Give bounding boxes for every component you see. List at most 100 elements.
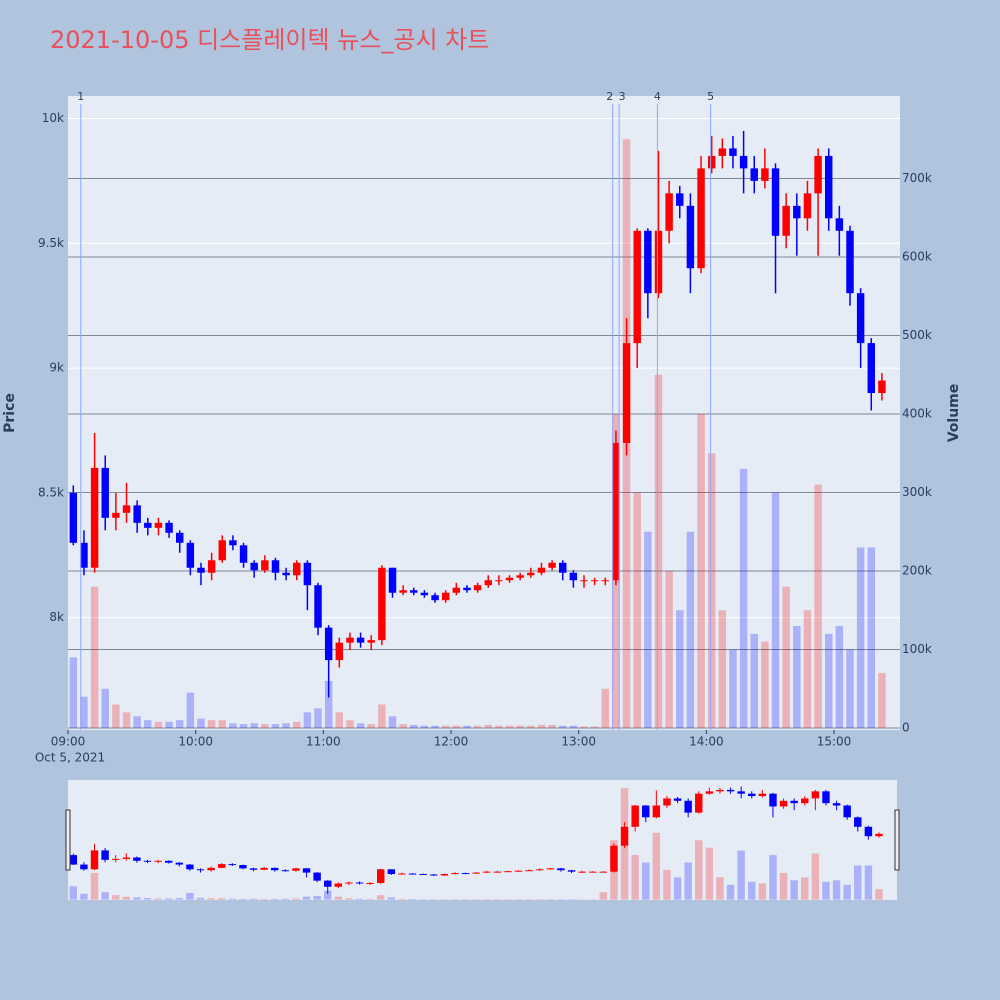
candle-body bbox=[346, 637, 354, 643]
volume-bar bbox=[175, 720, 184, 729]
mini-candle-body bbox=[631, 805, 639, 827]
volume-bar bbox=[218, 720, 226, 729]
volume-bar bbox=[473, 725, 482, 729]
mini-volume-bar bbox=[218, 898, 226, 900]
mini-volume-bar bbox=[652, 832, 661, 900]
mini-volume-bar bbox=[843, 884, 851, 900]
mini-volume-bar bbox=[186, 892, 194, 900]
mini-candle-body bbox=[80, 864, 88, 870]
candle-body bbox=[282, 572, 290, 576]
mini-volume-bar bbox=[228, 898, 237, 900]
mini-candle-body bbox=[419, 874, 427, 876]
mini-volume-bar bbox=[355, 898, 364, 900]
volume-bar bbox=[548, 724, 556, 729]
volume-bar bbox=[282, 723, 290, 729]
x-tick-label: 15:00 bbox=[817, 735, 852, 749]
mini-candle-body bbox=[143, 860, 152, 862]
mini-candle-body bbox=[122, 857, 131, 859]
candle-body bbox=[665, 193, 673, 231]
candle-body bbox=[207, 560, 216, 573]
candle-body bbox=[261, 560, 269, 571]
candle-body bbox=[144, 522, 152, 528]
mini-volume-bar bbox=[143, 898, 152, 900]
mini-candle-body bbox=[843, 805, 851, 818]
range-slider[interactable] bbox=[68, 780, 897, 900]
volume-bar bbox=[144, 720, 152, 729]
candle-body bbox=[814, 155, 822, 194]
mini-candle-body bbox=[281, 870, 290, 872]
mini-candle-body bbox=[525, 870, 533, 872]
mini-candle-body bbox=[663, 798, 671, 806]
candle-body bbox=[644, 230, 652, 294]
candle-body bbox=[175, 532, 184, 543]
candle-body bbox=[69, 492, 78, 543]
candle-body bbox=[867, 343, 875, 394]
mini-volume-bar bbox=[345, 898, 353, 900]
mini-candle-body bbox=[408, 873, 417, 875]
mini-candle-body bbox=[186, 864, 194, 870]
candle-body bbox=[771, 168, 780, 236]
annotation-label: 4 bbox=[654, 90, 661, 103]
y2-tick-label: 500k bbox=[902, 328, 932, 342]
candle-body bbox=[314, 585, 322, 628]
mini-candle-body bbox=[345, 882, 353, 884]
mini-candle-body bbox=[228, 864, 237, 866]
candle-body bbox=[473, 585, 482, 591]
mini-candle-body bbox=[790, 800, 798, 804]
mini-candle-body bbox=[483, 871, 491, 873]
candle-body bbox=[80, 542, 88, 568]
candle-body bbox=[484, 580, 492, 586]
mini-candle-body bbox=[854, 817, 862, 827]
volume-bar bbox=[771, 492, 780, 729]
mini-candle-body bbox=[652, 805, 661, 818]
mini-candle-body bbox=[334, 883, 343, 887]
mini-volume-bar bbox=[695, 840, 703, 900]
y2-tick-label: 100k bbox=[902, 642, 932, 656]
candle-body bbox=[824, 155, 833, 219]
candle-body bbox=[580, 580, 588, 582]
mini-volume-bar bbox=[366, 898, 374, 900]
mini-volume-bar bbox=[196, 897, 205, 900]
candle-body bbox=[633, 230, 641, 344]
candle-body bbox=[856, 293, 865, 344]
volume-bar bbox=[559, 725, 567, 729]
volume-bar bbox=[463, 725, 471, 729]
volume-bar bbox=[112, 704, 120, 729]
mini-candle-body bbox=[249, 868, 258, 870]
y2-tick-label: 300k bbox=[902, 485, 932, 499]
mini-candle-body bbox=[430, 874, 438, 876]
mini-candle-body bbox=[769, 793, 777, 807]
mini-candle-body bbox=[324, 880, 332, 887]
volume-bar bbox=[293, 721, 301, 729]
candle-body bbox=[186, 542, 195, 568]
y2-tick-label: 200k bbox=[902, 564, 932, 578]
volume-bar bbox=[654, 374, 663, 729]
mini-volume-bar bbox=[111, 895, 120, 900]
mini-candle-body bbox=[472, 872, 480, 874]
mini-volume-bar bbox=[387, 897, 396, 900]
volume-bar bbox=[484, 724, 492, 729]
candle-body bbox=[686, 205, 695, 269]
candle-body bbox=[112, 512, 120, 518]
mini-candle-body bbox=[557, 868, 565, 871]
mini-volume-bar bbox=[133, 897, 141, 900]
volume-bar bbox=[505, 725, 514, 729]
volume-bar bbox=[867, 547, 875, 729]
volume-bar bbox=[90, 586, 99, 729]
chart-title: 2021-10-05 디스플레이텍 뉴스_공시 차트 bbox=[50, 26, 489, 54]
mini-candle-body bbox=[218, 864, 226, 868]
volume-bar bbox=[261, 724, 269, 729]
mini-volume-bar bbox=[631, 855, 639, 900]
mini-candle-body bbox=[589, 871, 597, 873]
candle-body bbox=[133, 505, 141, 523]
candle-body bbox=[676, 193, 684, 206]
candle-body bbox=[782, 205, 790, 236]
candle-body bbox=[303, 562, 312, 586]
volume-bar bbox=[739, 468, 748, 729]
candle-body bbox=[878, 380, 886, 394]
candle-body bbox=[739, 155, 748, 169]
y-tick-label: 8k bbox=[49, 610, 64, 624]
candle-body bbox=[516, 575, 524, 578]
volume-bar bbox=[516, 725, 524, 729]
mini-candle-body bbox=[504, 871, 512, 873]
